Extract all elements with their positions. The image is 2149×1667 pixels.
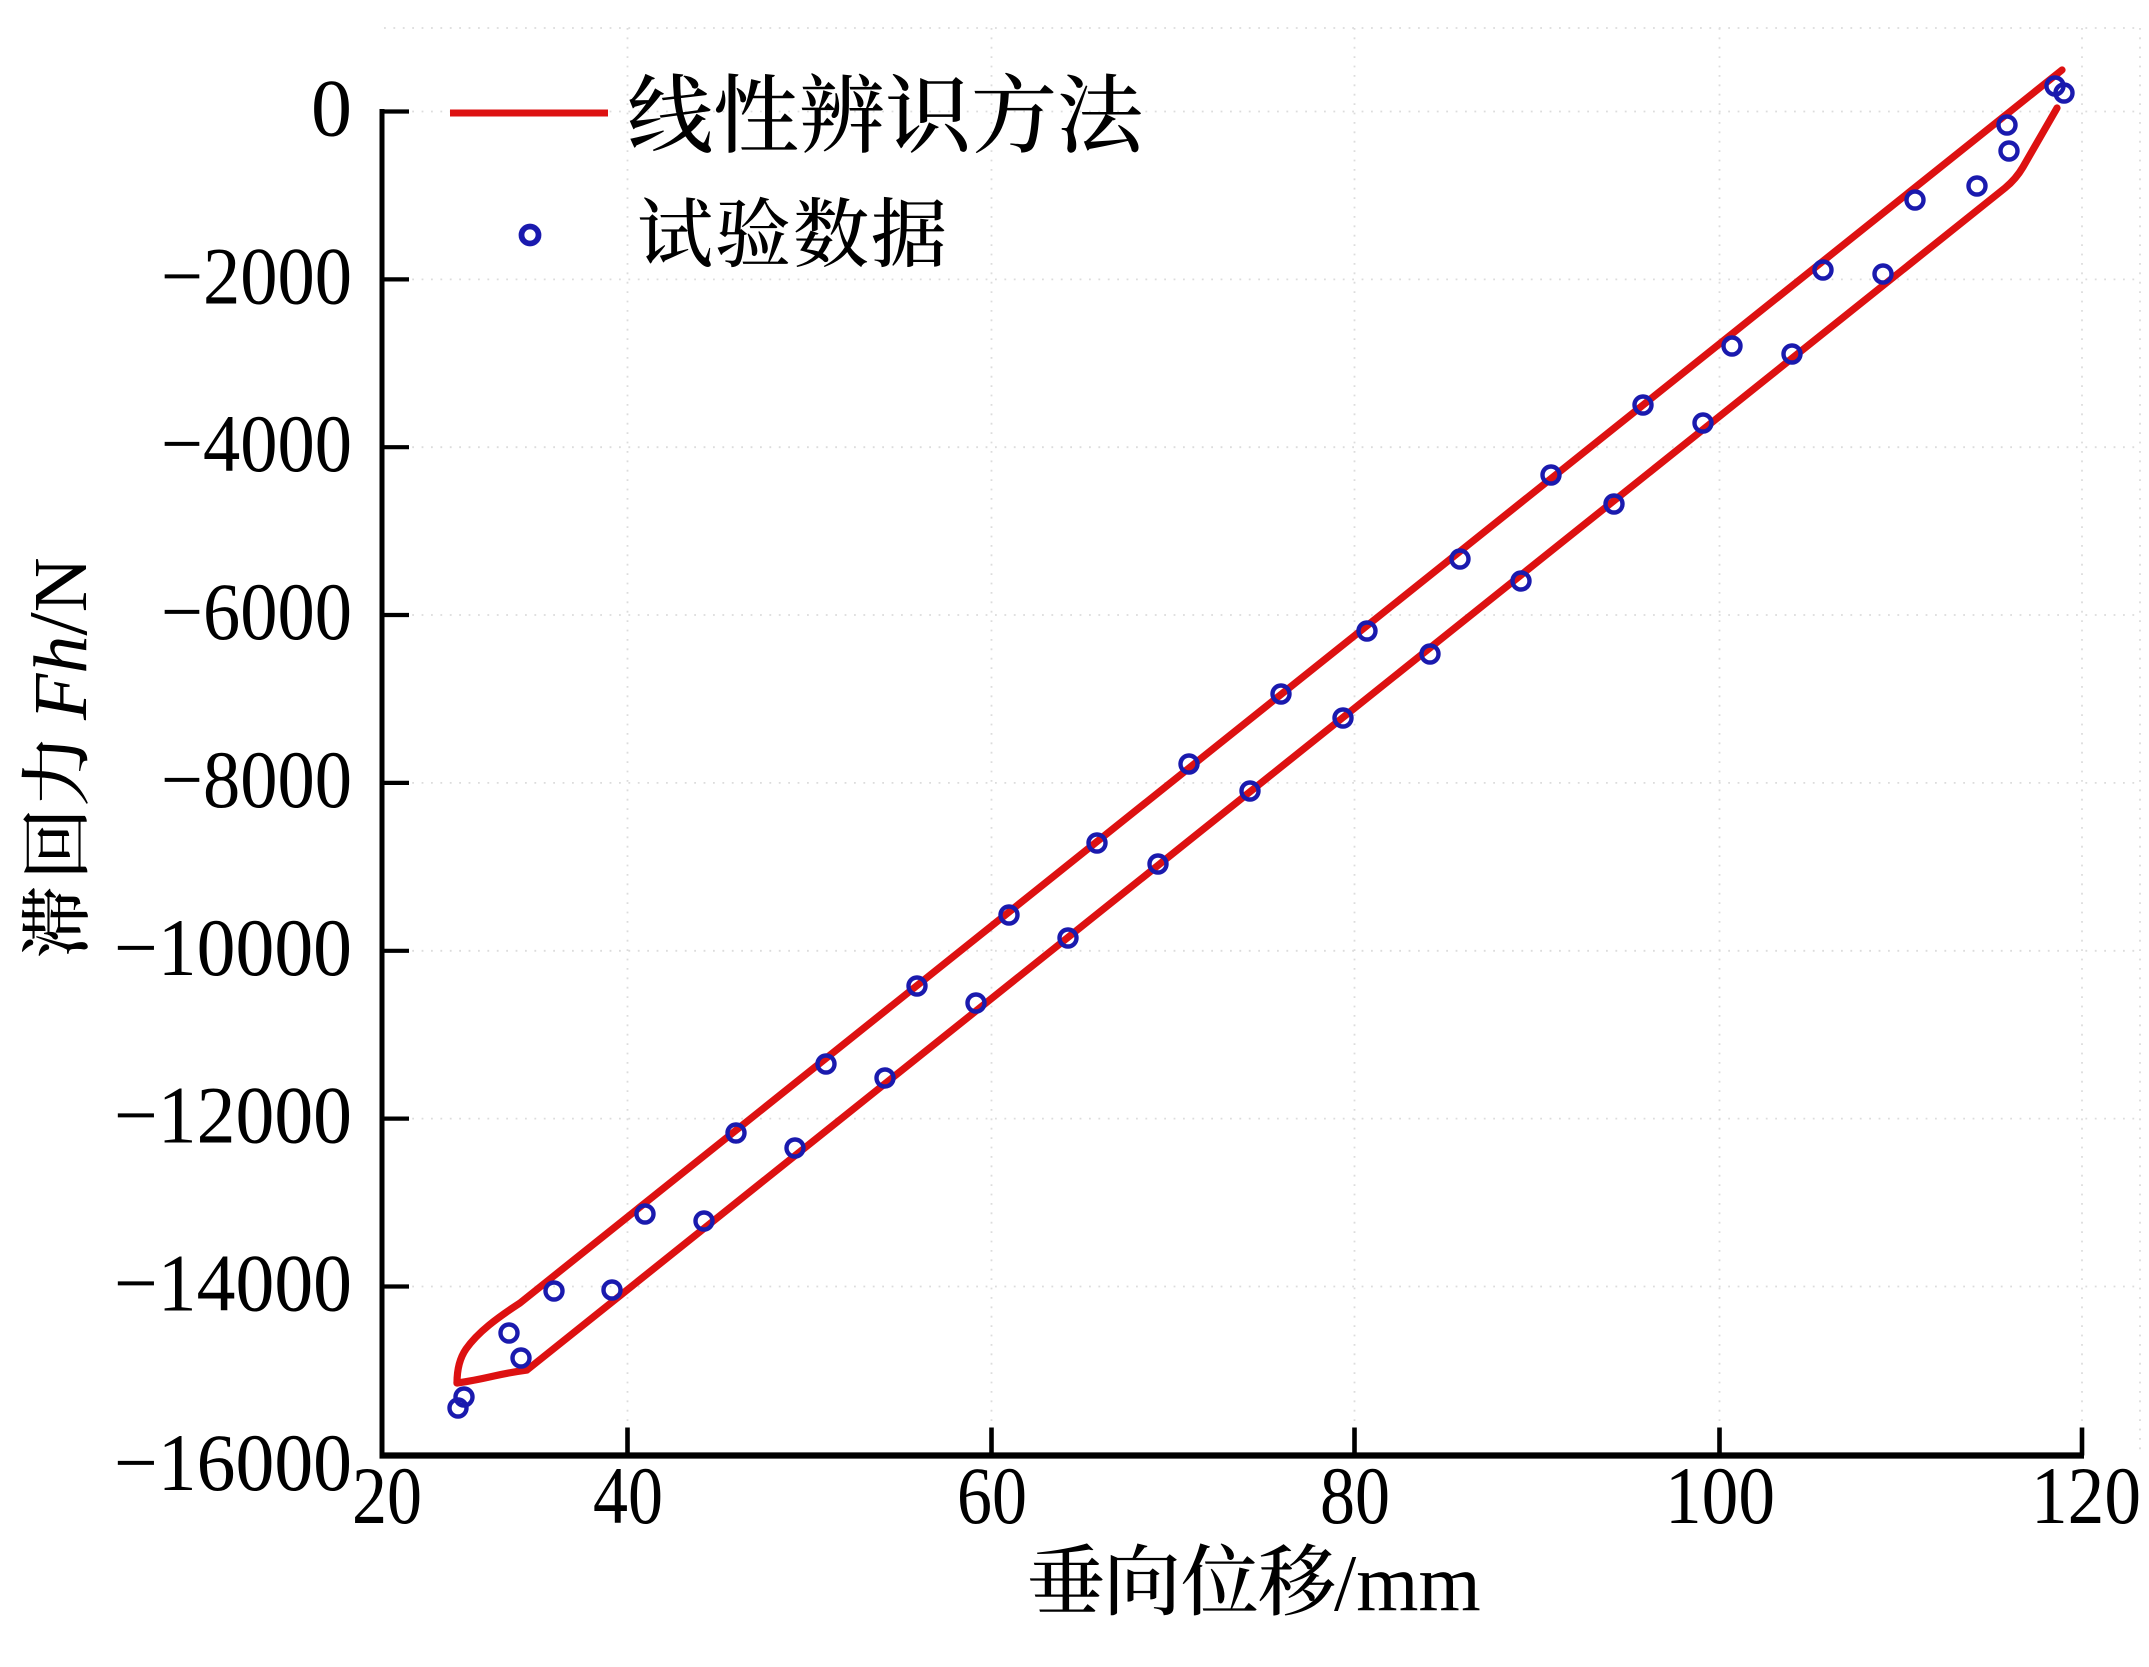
svg-text:−16000: −16000 bbox=[114, 1417, 352, 1508]
svg-text:−6000: −6000 bbox=[161, 566, 352, 657]
svg-text:20: 20 bbox=[352, 1450, 422, 1541]
svg-text:40: 40 bbox=[593, 1450, 663, 1541]
svg-text:80: 80 bbox=[1320, 1450, 1390, 1541]
svg-text:−14000: −14000 bbox=[114, 1238, 352, 1329]
svg-text:−8000: −8000 bbox=[161, 734, 352, 825]
svg-text:−12000: −12000 bbox=[114, 1070, 352, 1161]
svg-text:100: 100 bbox=[1665, 1450, 1775, 1541]
svg-text:−10000: −10000 bbox=[114, 902, 352, 993]
svg-text:Fh/N: Fh/N bbox=[12, 557, 105, 721]
svg-text:0: 0 bbox=[311, 63, 352, 154]
svg-text:60: 60 bbox=[957, 1450, 1027, 1541]
svg-text:−2000: −2000 bbox=[161, 230, 352, 321]
svg-text:120: 120 bbox=[2031, 1450, 2141, 1541]
svg-text:/mm: /mm bbox=[1334, 1540, 1481, 1628]
svg-text:−4000: −4000 bbox=[161, 398, 352, 489]
